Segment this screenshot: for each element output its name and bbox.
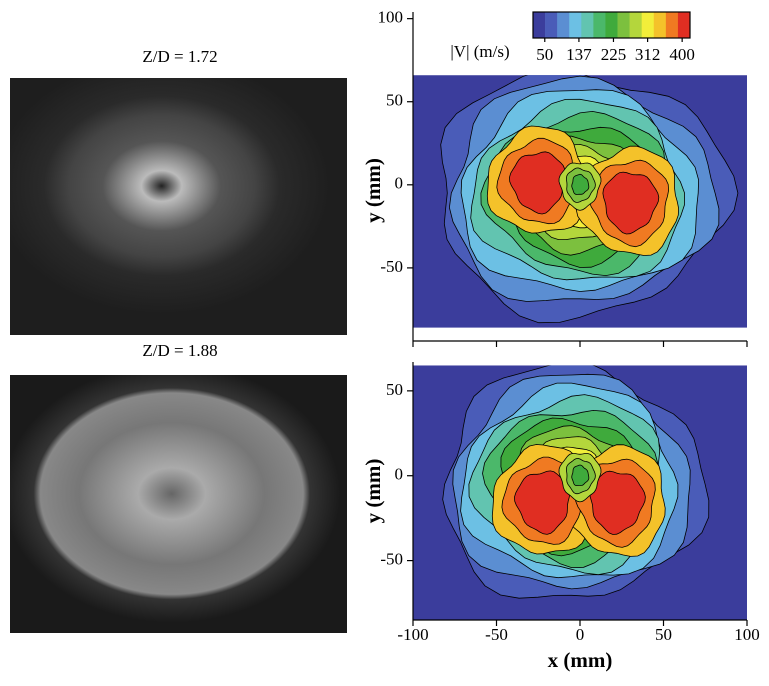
y-axis-label: y (mm): [361, 459, 385, 524]
colorbar-band: [569, 12, 582, 38]
x-tick-label: 50: [655, 625, 672, 644]
y-tick-label: 100: [378, 8, 404, 27]
contour-level: [602, 171, 660, 235]
colorbar-label: |V| (m/s): [450, 42, 509, 61]
colorbar-band: [581, 12, 594, 38]
colorbar-band: [545, 12, 558, 38]
colorbar-band: [629, 12, 642, 38]
colorbar-tick-label: 312: [635, 45, 661, 64]
y-axis-label: y (mm): [361, 158, 385, 223]
colorbar-band: [665, 12, 679, 38]
colorbar-band: [557, 12, 570, 38]
contour: [413, 75, 747, 328]
contour-level: [509, 151, 566, 215]
y-tick-label: 0: [395, 465, 404, 484]
x-tick-label: -100: [397, 625, 428, 644]
panel-label: Z/D = 1.88: [142, 341, 217, 360]
y-tick-label: -50: [380, 257, 403, 276]
colorbar-band: [593, 12, 606, 38]
y-tick-label: 0: [395, 174, 404, 193]
colorbar-band: [617, 12, 630, 38]
contour-level: [589, 470, 646, 535]
y-tick-label: 50: [386, 380, 403, 399]
colorbar-tick-label: 137: [566, 45, 592, 64]
colorbar-tick-label: 50: [536, 45, 553, 64]
colorbar-tick-label: 225: [601, 45, 627, 64]
contour-level: [514, 470, 571, 535]
contour: [413, 365, 747, 620]
colorbar-frame: [532, 11, 691, 39]
x-axis-label: x (mm): [548, 648, 613, 672]
colorbar-band: [533, 12, 546, 38]
x-tick-label: 0: [576, 625, 585, 644]
x-tick-label: -50: [485, 625, 508, 644]
contour-level: [571, 464, 590, 487]
photo: [10, 78, 347, 335]
colorbar-band: [605, 12, 618, 38]
panel-label: Z/D = 1.72: [142, 47, 217, 66]
colorbar-band: [677, 12, 691, 38]
y-tick-label: 50: [386, 91, 403, 110]
colorbar-band: [653, 12, 667, 38]
y-tick-label: -50: [380, 549, 403, 568]
colorbar-band: [641, 12, 655, 38]
colorbar-tick-label: 400: [669, 45, 695, 64]
contour-level: [571, 173, 590, 195]
photo: [10, 375, 347, 633]
x-tick-label: 100: [734, 625, 760, 644]
